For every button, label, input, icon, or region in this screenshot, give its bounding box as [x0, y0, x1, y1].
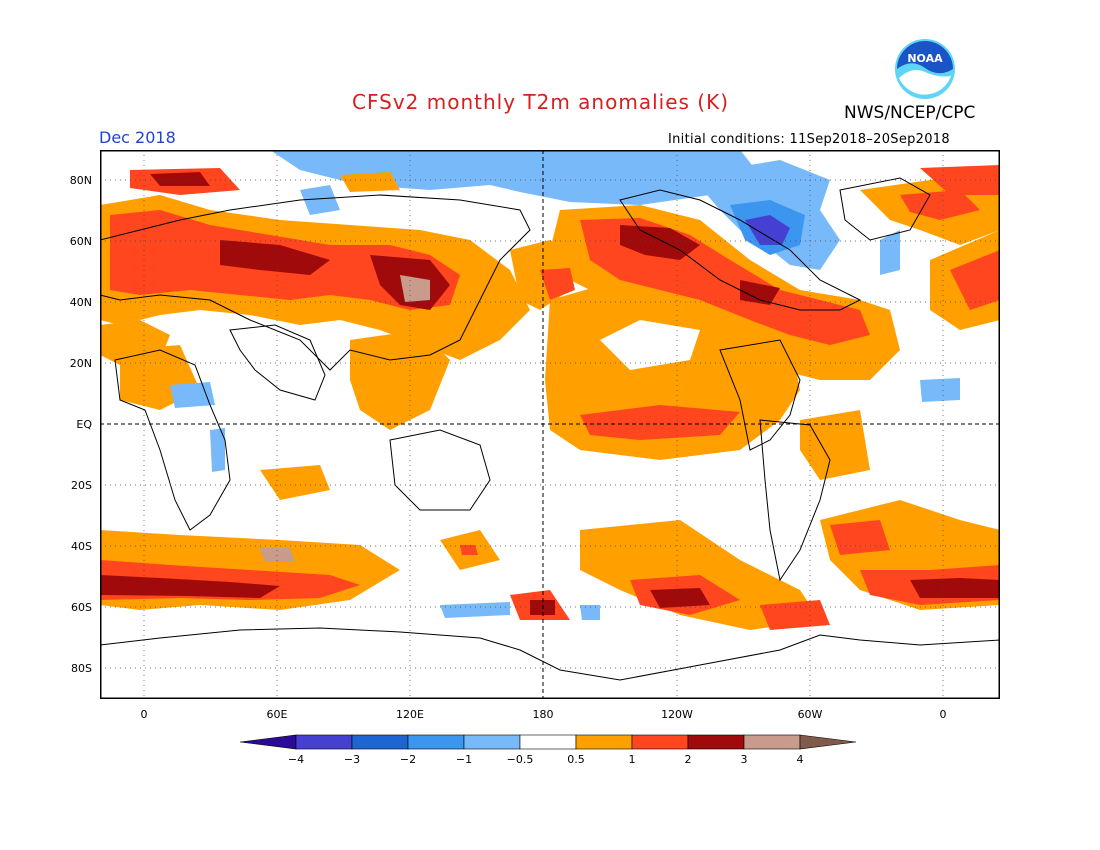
noaa-logo: NOAA [895, 39, 955, 99]
colorbar-swatch [407, 734, 465, 750]
colorbar-swatch [463, 734, 521, 750]
lat-label-80s: 80S [71, 662, 92, 675]
lat-label-60n: 60N [69, 235, 92, 248]
colorbar-swatch [743, 734, 801, 750]
lat-label-eq: EQ [76, 418, 92, 431]
gridlines [100, 150, 1000, 699]
lat-label-40n: 40N [69, 296, 92, 309]
map-frame [100, 150, 1000, 699]
lon-label-60e: 60E [266, 708, 288, 721]
colorbar-tick-label: 4 [797, 753, 804, 766]
colorbar-tick-label: −1 [456, 753, 472, 766]
colorbar-tick-label: −3 [344, 753, 360, 766]
agency-label: NWS/NCEP/CPC [844, 103, 976, 123]
lon-label-180: 180 [532, 708, 554, 721]
colorbar-high-triangle [799, 734, 857, 750]
dashed-reference-lines [100, 150, 1000, 699]
lat-label-60s: 60S [71, 601, 92, 614]
colorbar: −4 −3 −2 −1 −0.5 0.5 1 2 3 4 [240, 734, 857, 766]
map-canvas [100, 150, 1000, 699]
colorbar-tick-label: −0.5 [507, 753, 534, 766]
southern-ocean-warm-anomaly [100, 500, 1000, 630]
lat-label-20n: 20N [69, 357, 92, 370]
tropical-warm-anomaly [120, 280, 870, 500]
north-america-warm-anomaly [550, 205, 900, 380]
antarctica-outline [100, 627, 1000, 681]
noaa-logo-text: NOAA [907, 52, 943, 65]
lon-label-0-west: 0 [140, 708, 148, 721]
colorbar-tick-label: 0.5 [567, 753, 585, 766]
colorbar-swatch [575, 734, 633, 750]
minor-cold-patches [170, 378, 960, 620]
valid-month: Dec 2018 [99, 128, 176, 147]
map-title: CFSv2 monthly T2m anomalies (K) [352, 90, 729, 114]
colorbar-tick-label: −4 [288, 753, 304, 766]
lat-label-40s: 40S [71, 540, 92, 553]
lon-label-120w: 120W [661, 708, 693, 721]
lat-label-20s: 20S [71, 479, 92, 492]
colorbar-low-triangle [240, 734, 297, 750]
lon-label-60w: 60W [797, 708, 823, 721]
colorbar-tick-label: 3 [741, 753, 748, 766]
colorbar-tick-label: 1 [629, 753, 636, 766]
colorbar-swatch [687, 734, 745, 750]
colorbar-swatch [519, 734, 577, 750]
lon-label-0-east: 0 [939, 708, 947, 721]
eurasia-warm-anomaly [100, 195, 530, 365]
anomaly-map [100, 150, 1000, 699]
colorbar-tick-label: 2 [685, 753, 692, 766]
colorbar-swatch [631, 734, 689, 750]
continent-outlines [100, 177, 931, 582]
colorbar-tick-label: −2 [400, 753, 416, 766]
lat-label-80n: 80N [69, 174, 92, 187]
colorbar-swatch [351, 734, 409, 750]
lon-label-120e: 120E [396, 708, 424, 721]
initial-conditions: Initial conditions: 11Sep2018–20Sep2018 [668, 132, 950, 147]
colorbar-swatch [295, 734, 353, 750]
